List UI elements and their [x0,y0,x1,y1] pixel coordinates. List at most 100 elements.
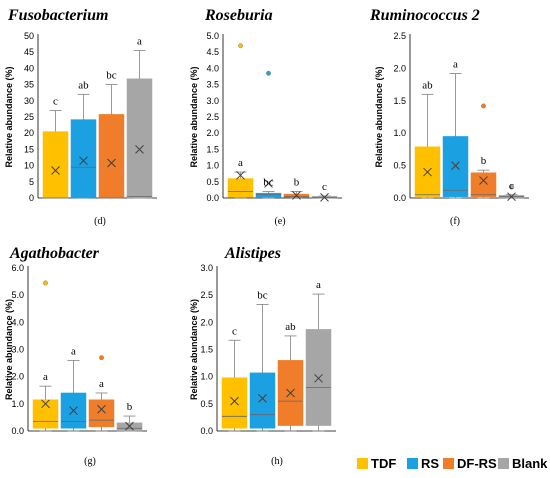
significance-letter: ab [422,79,433,91]
y-tick-label: 2.5 [393,31,406,41]
legend-swatch [443,457,454,469]
y-tick-label: 2.5 [206,112,219,122]
significance-letter: b [294,177,300,189]
y-tick-label: 5.0 [11,290,24,300]
panel-fusobacterium: Fusobacterium Relative abundance (%) 0 5 10 1… [0,0,185,238]
box-tdf [32,399,59,429]
outlier-point [481,103,486,109]
y-tick-label: 1.0 [393,128,406,138]
outlier-point [509,184,514,190]
significance-letter: b [481,155,487,167]
y-tick-label: 2.0 [11,372,24,382]
box-blank [305,329,332,426]
significance-letter: bc [263,177,274,189]
legend-swatch [357,457,368,469]
mean-marker [286,388,295,398]
outlier-point [99,355,104,361]
significance-letter: c [232,325,237,337]
panel-label: (h) [271,456,283,467]
y-tick-label: 2.5 [200,290,213,300]
mean-marker [264,179,273,188]
legend-label: DF-RS [457,455,497,471]
mean-marker [41,399,50,409]
mean-marker [135,145,144,154]
y-tick-label: 3.5 [206,80,219,90]
y-tick-label: 1.0 [11,399,24,409]
y-axis-label: Relative abundance (%) [4,66,14,167]
legend-item-tdf: TDF [357,454,396,472]
box-df-rs [88,399,115,428]
significance-letter: ab [78,79,89,91]
y-tick-label: 6.0 [11,263,24,273]
y-tick-label: 2.0 [393,63,406,73]
panel-label: (d) [94,216,106,227]
y-tick-label: 2.0 [206,128,219,138]
y-axis-label: Relative abundance (%) [189,299,199,400]
y-tick-label: 1.0 [200,372,213,382]
legend: TDF RS DF-RS Blank [357,454,550,472]
mean-marker [97,404,106,414]
legend-label: TDF [371,455,397,471]
mean-marker [507,192,516,202]
y-tick-label: 3.0 [11,345,24,355]
significance-letter: a [43,371,48,383]
y-tick-label: 40 [24,63,34,73]
outlier-point [266,70,271,76]
y-tick-label: 10 [24,161,34,171]
box-df-rs [98,114,125,199]
box-rs [442,136,469,197]
y-tick-label: 1.5 [200,345,213,355]
y-tick-label: 0.5 [206,177,219,187]
y-tick-label: 50 [24,31,34,41]
chart-svg: Alistipes Relative abundance (%) 0.0 0.5 1.0… [189,245,336,467]
y-tick-label: 0.0 [206,193,219,203]
significance-letter: b [127,401,133,413]
mean-marker [230,396,239,406]
y-tick-label: 3.0 [200,263,213,273]
chart-svg: Ruminococcus 2 Relative abundance (%) 0.0 0… [369,7,529,227]
box-tdf [42,131,69,199]
chart-svg: Fusobacterium Relative abundance (%) 0 5 10 1… [4,7,157,227]
y-tick-label: 30 [24,96,34,106]
legend-item-rs: RS [407,454,439,472]
significance-letter: ab [285,321,296,333]
significance-letter: a [99,378,104,390]
mean-marker [125,421,134,431]
mean-marker [320,192,329,202]
y-axis-label: Relative abundance (%) [189,66,199,167]
box-blank [116,422,143,432]
legend-item-df-rs: DF-RS [443,454,497,472]
y-tick-label: 1.0 [206,161,219,171]
outlier-point [43,280,48,286]
y-tick-label: 4.0 [11,317,24,327]
y-tick-label: 15 [24,144,34,154]
chart-title: Ruminococcus 2 [369,7,480,24]
significance-letter: a [71,345,76,357]
significance-letter: a [316,279,321,291]
legend-swatch [407,457,418,469]
chart-svg: Agathobacter Relative abundance (%) 0.0 1.0… [4,245,147,467]
mean-marker [79,156,88,166]
y-axis-label: Relative abundance (%) [4,299,14,400]
panel-label: (f) [450,216,460,227]
y-tick-label: 20 [24,128,34,138]
panel-alistipes: Alistipes Relative abundance (%) 0.0 0.5 1.0… [185,238,370,478]
mean-marker [236,170,245,180]
outlier-point [238,43,243,49]
box-rs [70,119,97,199]
y-tick-label: 0 [29,193,34,203]
y-tick-label: 1.5 [206,144,219,154]
y-tick-label: 4.0 [206,63,219,73]
legend-item-blank: Blank [498,454,547,472]
chart-title: Agathobacter [9,245,100,262]
mean-marker [314,373,323,383]
panel-ruminococcus-2: Ruminococcus 2 Relative abundance (%) 0.0 0… [369,0,550,238]
y-tick-label: 3.0 [206,96,219,106]
box-tdf [221,377,248,429]
significance-letter: a [238,157,243,169]
mean-marker [69,406,78,415]
panel-label: (e) [274,216,285,227]
y-tick-label: 2.0 [200,317,213,327]
y-tick-label: 1.5 [393,96,406,106]
y-tick-label: 4.5 [206,47,219,57]
